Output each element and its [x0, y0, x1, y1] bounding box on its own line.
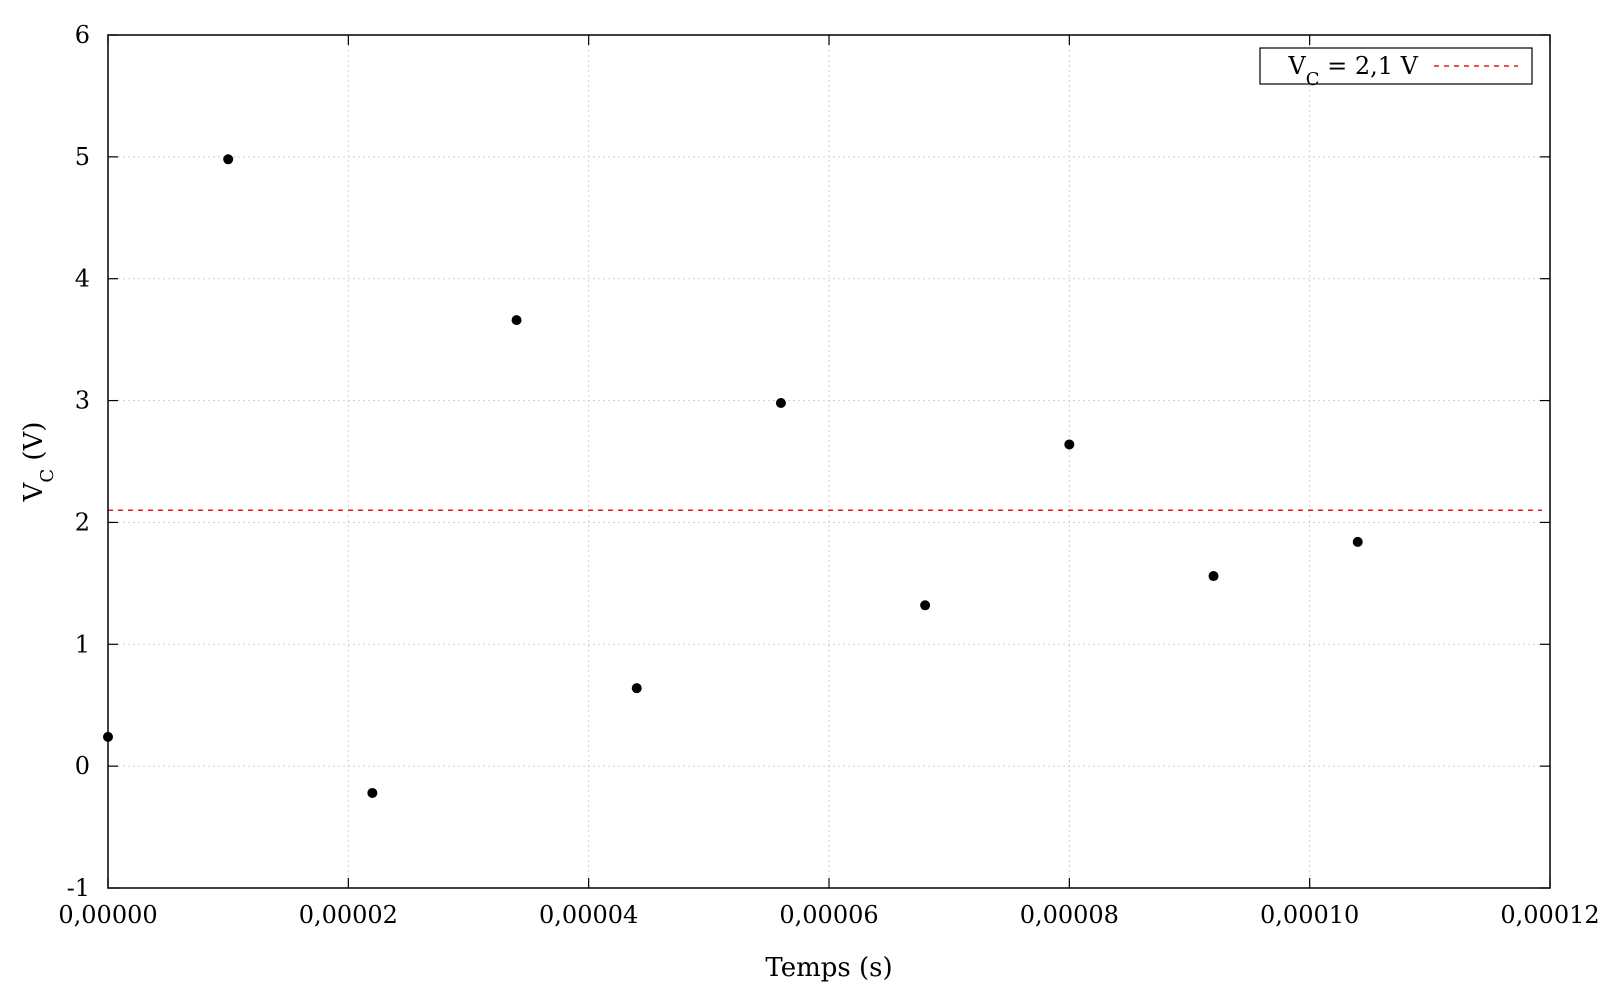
- data-point: [103, 731, 113, 742]
- y-tick-label: 1: [75, 630, 90, 658]
- data-point: [775, 398, 786, 409]
- x-tick-label: 0,00000: [58, 901, 157, 929]
- x-tick-label: 0,00010: [1260, 901, 1359, 929]
- axis-ticks: 0,00000 0,00002 0,00004 0,00006 0,00008 0,000…: [58, 21, 1599, 929]
- grid: [108, 35, 1550, 888]
- x-tick-label: 0,00004: [539, 901, 638, 929]
- data-point: [920, 600, 931, 611]
- x-tick-label: 0,00002: [299, 901, 398, 929]
- y-tick-label: -1: [67, 874, 90, 902]
- legend-label-main: V: [1287, 52, 1306, 80]
- legend-label: VC = 2,1 V: [1287, 52, 1418, 90]
- x-tick-label: 0,00006: [779, 901, 878, 929]
- y-tick-label: 2: [75, 508, 90, 536]
- x-tick-label: 0,00008: [1020, 901, 1119, 929]
- data-point: [511, 315, 522, 326]
- data-point: [223, 154, 234, 165]
- y-tick-label: 6: [75, 21, 90, 49]
- x-axis-title: Temps (s): [765, 953, 892, 983]
- data-point: [367, 787, 378, 798]
- data-point: [1208, 571, 1219, 582]
- y-axis-title-main: V: [19, 481, 49, 502]
- data-point: [631, 683, 642, 694]
- y-axis-title: VC (V): [19, 422, 58, 503]
- legend-label-suffix: = 2,1 V: [1320, 52, 1419, 80]
- data-points: [103, 154, 1363, 798]
- y-tick-label: 5: [75, 143, 90, 171]
- x-tick-label: 0,00012: [1500, 901, 1599, 929]
- data-point: [1352, 536, 1363, 547]
- y-tick-label: 0: [75, 752, 90, 780]
- y-tick-label: 3: [75, 387, 90, 415]
- data-point: [1064, 439, 1075, 450]
- y-axis-title-suffix: (V): [19, 422, 49, 469]
- legend: VC = 2,1 V: [1259, 47, 1533, 90]
- y-axis-title-sub: C: [37, 469, 58, 483]
- legend-label-sub: C: [1306, 69, 1320, 90]
- y-tick-label: 4: [75, 265, 90, 293]
